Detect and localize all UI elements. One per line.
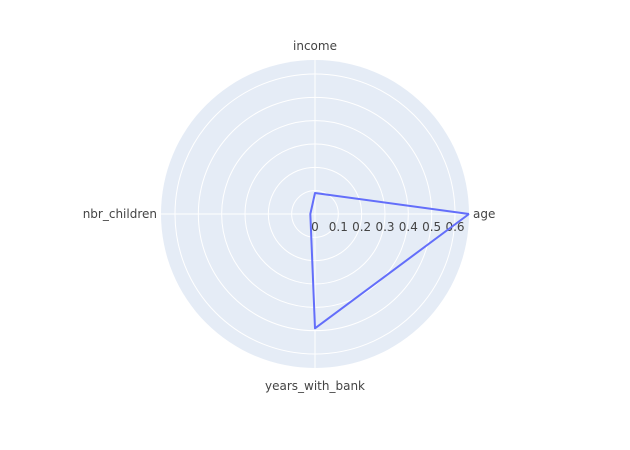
radial-tick-label: 0.1 xyxy=(329,220,348,234)
radial-tick-label: 0.6 xyxy=(445,220,464,234)
radial-tick-label: 0.3 xyxy=(375,220,394,234)
axis-label-years-with-bank: years_with_bank xyxy=(265,379,365,393)
series-traces[interactable] xyxy=(309,192,470,330)
series-line[interactable] xyxy=(309,192,470,330)
radial-tick-labels: 0 0.1 0.2 0.3 0.4 0.5 0.6 xyxy=(311,220,464,234)
angular-axis-labels: age income nbr_children years_with_bank xyxy=(83,39,496,393)
axis-label-income: income xyxy=(293,39,337,53)
axis-label-nbr-children: nbr_children xyxy=(83,207,157,221)
radial-tick-label: 0.4 xyxy=(399,220,418,234)
grid-lines xyxy=(161,60,469,368)
radial-tick-label: 0.5 xyxy=(422,220,441,234)
radial-tick-label: 0.2 xyxy=(352,220,371,234)
radial-tick-label: 0 xyxy=(311,220,319,234)
axis-label-age: age xyxy=(473,207,495,221)
